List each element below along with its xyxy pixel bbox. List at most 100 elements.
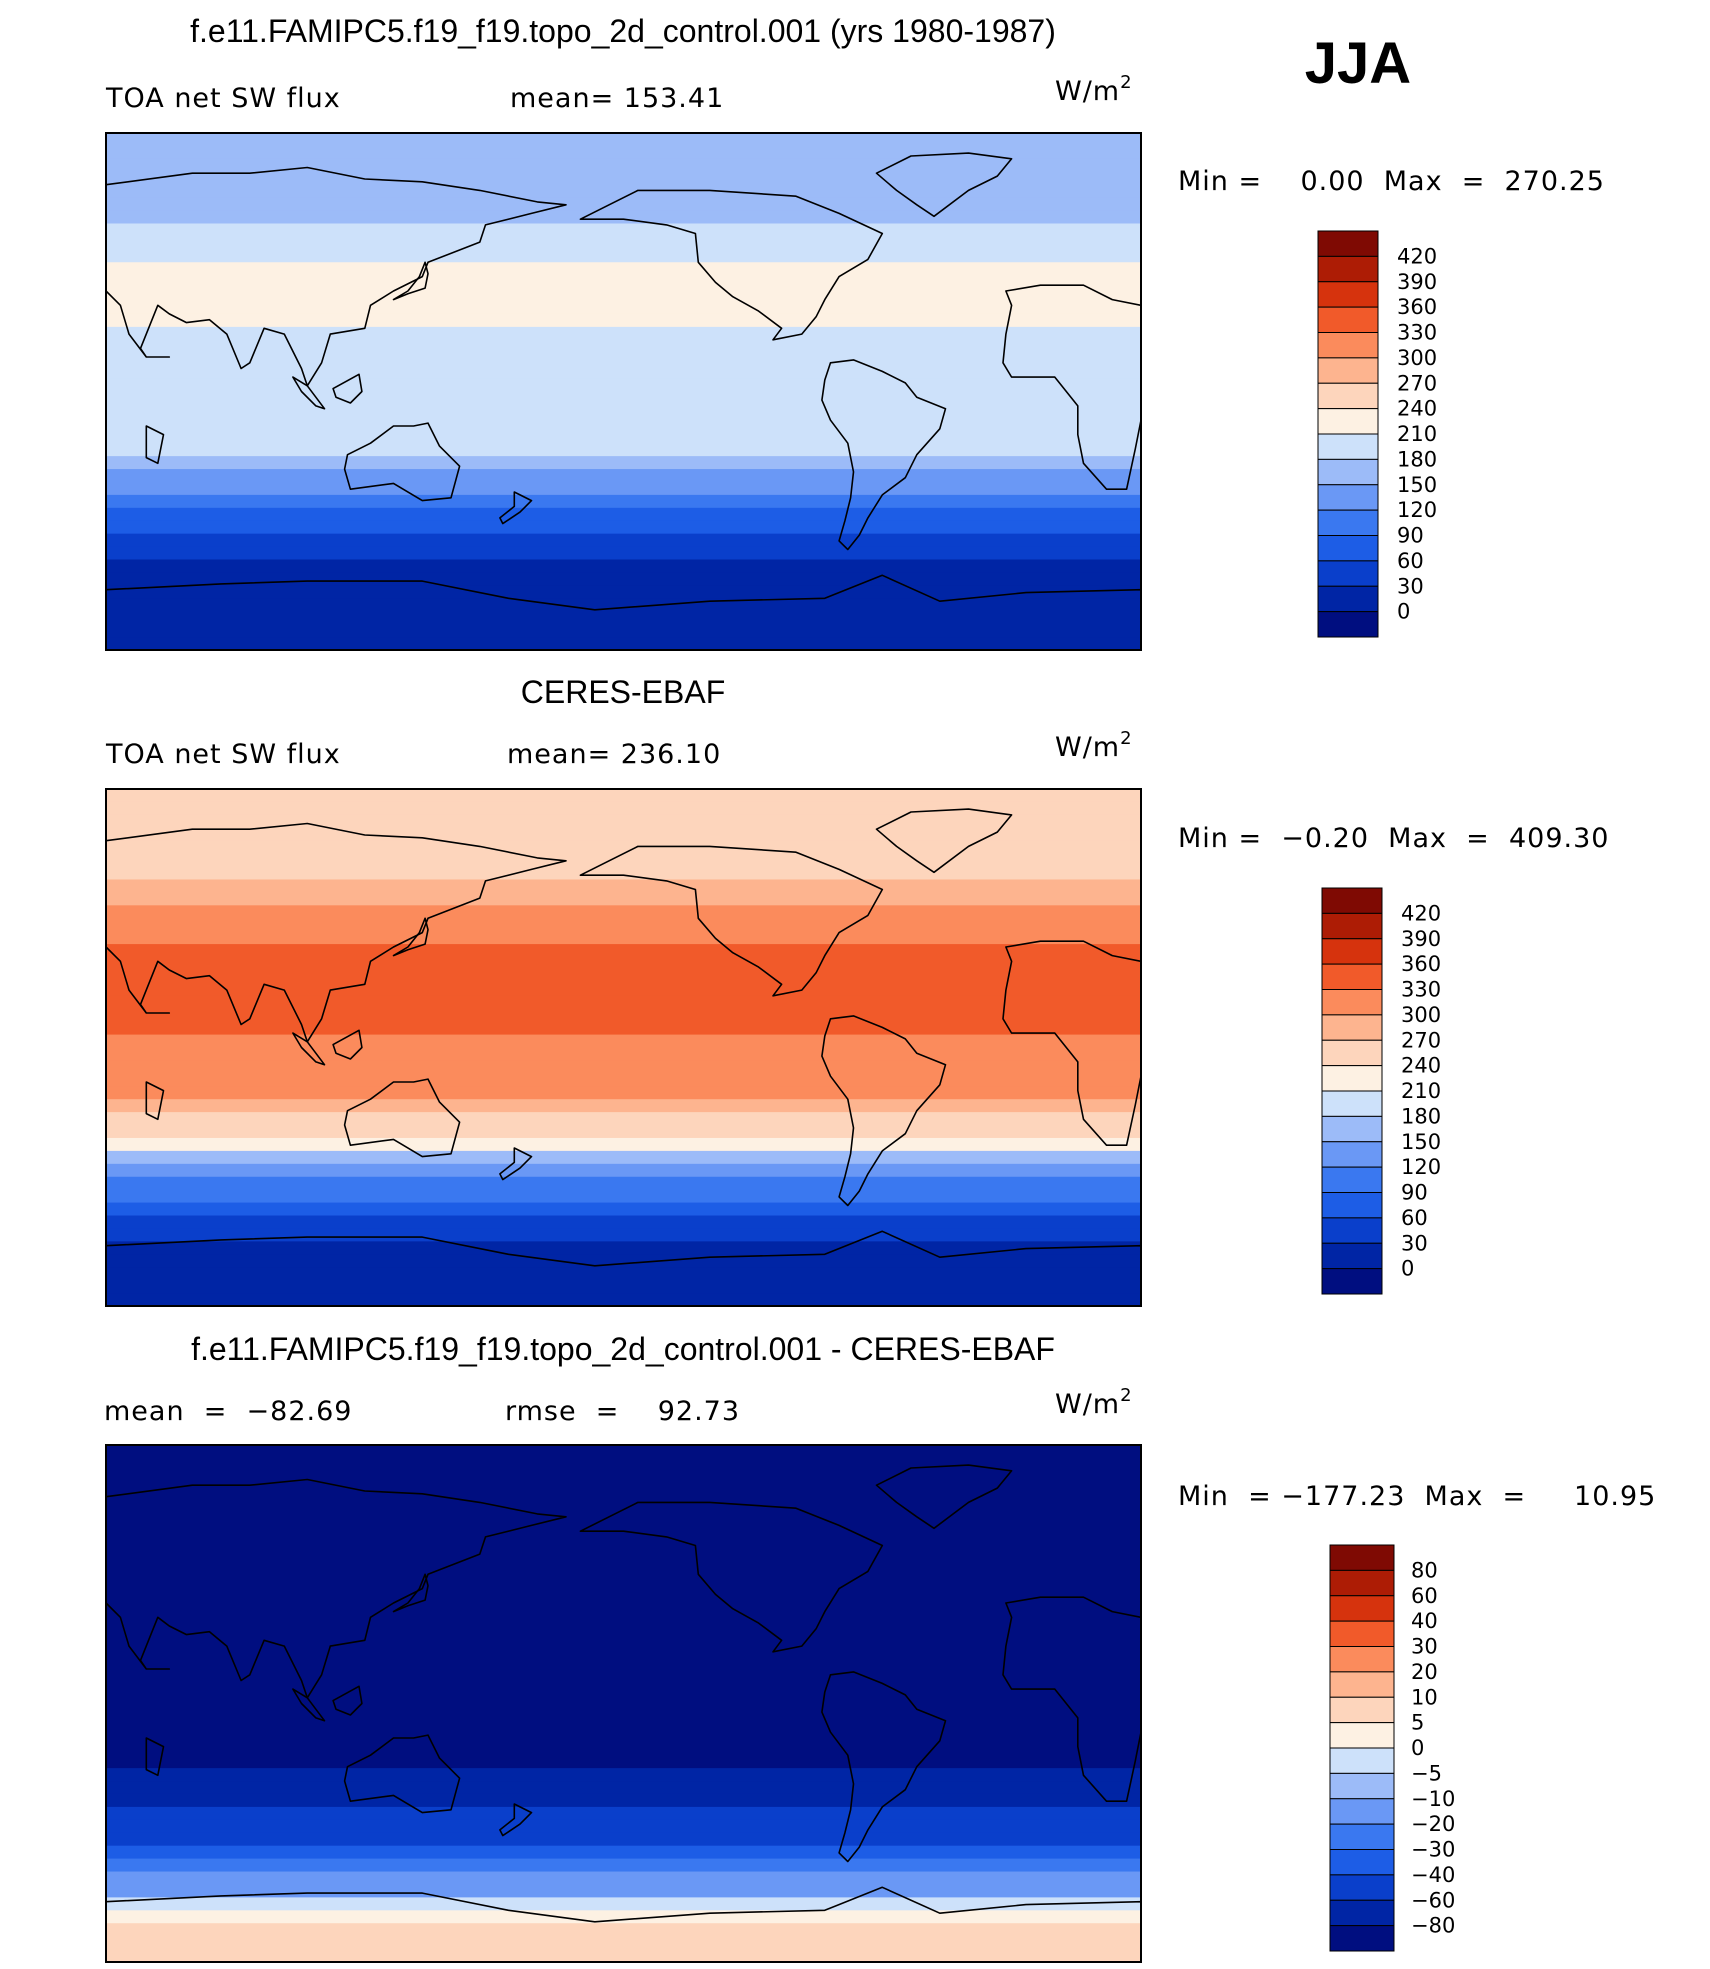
zonal-band (106, 275, 1141, 289)
colorbar-tick-label: 210 (1401, 1079, 1441, 1103)
coastline-madagascar (145, 1737, 165, 1777)
colorbar-tick-label: 330 (1397, 321, 1437, 345)
zonal-band (106, 481, 1141, 496)
zonal-band (106, 1522, 1141, 1537)
zonal-band (106, 1819, 1141, 1834)
zonal-band (106, 1897, 1141, 1911)
colorbar-box (1321, 1268, 1383, 1295)
colorbar-box (1329, 1569, 1395, 1597)
zonal-band (106, 1625, 1141, 1640)
colorbar-tick-label: 240 (1397, 397, 1437, 421)
zonal-band (106, 611, 1141, 625)
colorbar-tick-label: −80 (1411, 1914, 1455, 1938)
colorbar-tick-label: 300 (1397, 346, 1437, 370)
colorbar-box (1321, 887, 1383, 914)
zonal-band (106, 507, 1141, 522)
zonal-band (106, 1509, 1141, 1524)
colorbar-tick-label: 0 (1401, 1257, 1414, 1281)
colorbar-box (1329, 1772, 1395, 1800)
colorbar-tick-label: −30 (1411, 1838, 1455, 1862)
coastline-borneo (332, 1029, 363, 1060)
zonal-band (106, 158, 1141, 173)
zonal-band (106, 1293, 1141, 1306)
colorbar-box (1317, 306, 1379, 334)
season-label: JJA (1305, 31, 1411, 96)
colorbar-tick-label: 120 (1397, 498, 1437, 522)
zonal-band (106, 1280, 1141, 1294)
coastline-africa (1002, 284, 1141, 491)
colorbar-tick-label: 150 (1401, 1130, 1441, 1154)
zonal-band (106, 249, 1141, 263)
coastline-greenland (875, 808, 1013, 874)
zonal-band (106, 789, 1141, 803)
zonal-band (106, 184, 1141, 199)
coastline-antarctica (106, 574, 1141, 650)
colorbar-box (1321, 1192, 1383, 1219)
colorbar-box (1317, 458, 1379, 486)
colorbar-box (1329, 1874, 1395, 1901)
zonal-band (106, 1189, 1141, 1204)
coastline-greenland (875, 152, 1013, 218)
colorbar-box (1317, 281, 1379, 308)
panel-center-label: mean= 153.41 (510, 83, 724, 114)
colorbar-tick-label: 40 (1411, 1609, 1438, 1633)
colorbar-box (1329, 1849, 1395, 1876)
coastline-greenland (875, 1464, 1013, 1530)
colorbar-box (1329, 1925, 1395, 1952)
zonal-band (106, 1858, 1141, 1873)
colorbar-box (1329, 1747, 1395, 1774)
colorbar-tick-label: 180 (1397, 447, 1437, 471)
zonal-band (106, 559, 1141, 574)
zonal-band (106, 1587, 1141, 1601)
colorbar-tick-label: 0 (1411, 1736, 1424, 1760)
panel-center-label: rmse = 92.73 (505, 1396, 740, 1427)
coastline-newzealand (499, 1803, 533, 1837)
colorbar-box (1317, 484, 1379, 511)
panel-left-label: TOA net SW flux (105, 739, 341, 770)
zonal-band (106, 145, 1141, 160)
zonal-band (106, 1496, 1141, 1511)
zonal-band (106, 1664, 1141, 1679)
coastline-sumatra (292, 1032, 326, 1066)
colorbar-box (1321, 1014, 1383, 1041)
zonal-band (106, 1936, 1141, 1950)
colorbar-tick-label: 300 (1401, 1003, 1441, 1027)
coastline-africa (1002, 940, 1141, 1146)
zonal-band (106, 1574, 1141, 1588)
map-field (106, 1445, 1141, 1962)
map-frame (105, 1444, 1142, 1963)
zonal-band (106, 1470, 1141, 1485)
coastline-antarctica (106, 1230, 1141, 1306)
zonal-band (106, 1781, 1141, 1795)
zonal-band (106, 520, 1141, 535)
zonal-band (106, 1548, 1141, 1562)
zonal-band (106, 469, 1141, 483)
colorbar-box (1317, 332, 1379, 359)
zonal-band (106, 1729, 1141, 1743)
coastline-americaS (821, 1671, 947, 1863)
zonal-band (106, 443, 1141, 457)
zonal-band (106, 1163, 1141, 1178)
zonal-band (106, 352, 1141, 367)
colorbar-tick-label: 30 (1397, 574, 1424, 598)
zonal-band (106, 995, 1141, 1010)
colorbar-box (1329, 1646, 1395, 1673)
zonal-band (106, 1021, 1141, 1036)
zonal-band (106, 1768, 1141, 1782)
colorbar-tick-label: 90 (1401, 1181, 1428, 1205)
colorbar-box (1321, 912, 1383, 940)
coastline-sumatra (292, 1688, 326, 1722)
zonal-band (106, 637, 1141, 650)
colorbar-box (1321, 1065, 1383, 1092)
colorbar-box (1329, 1798, 1395, 1825)
colorbar-tick-label: −5 (1411, 1761, 1442, 1785)
colorbar-box (1321, 1039, 1383, 1067)
zonal-band (106, 1755, 1141, 1769)
zonal-band (106, 1483, 1141, 1498)
coastlines (106, 152, 1141, 650)
zonal-band (106, 378, 1141, 393)
units-label: W/m2 (1055, 72, 1133, 107)
zonal-band (106, 1137, 1141, 1152)
coastline-madagascar (145, 1081, 165, 1121)
zonal-band (106, 210, 1141, 225)
